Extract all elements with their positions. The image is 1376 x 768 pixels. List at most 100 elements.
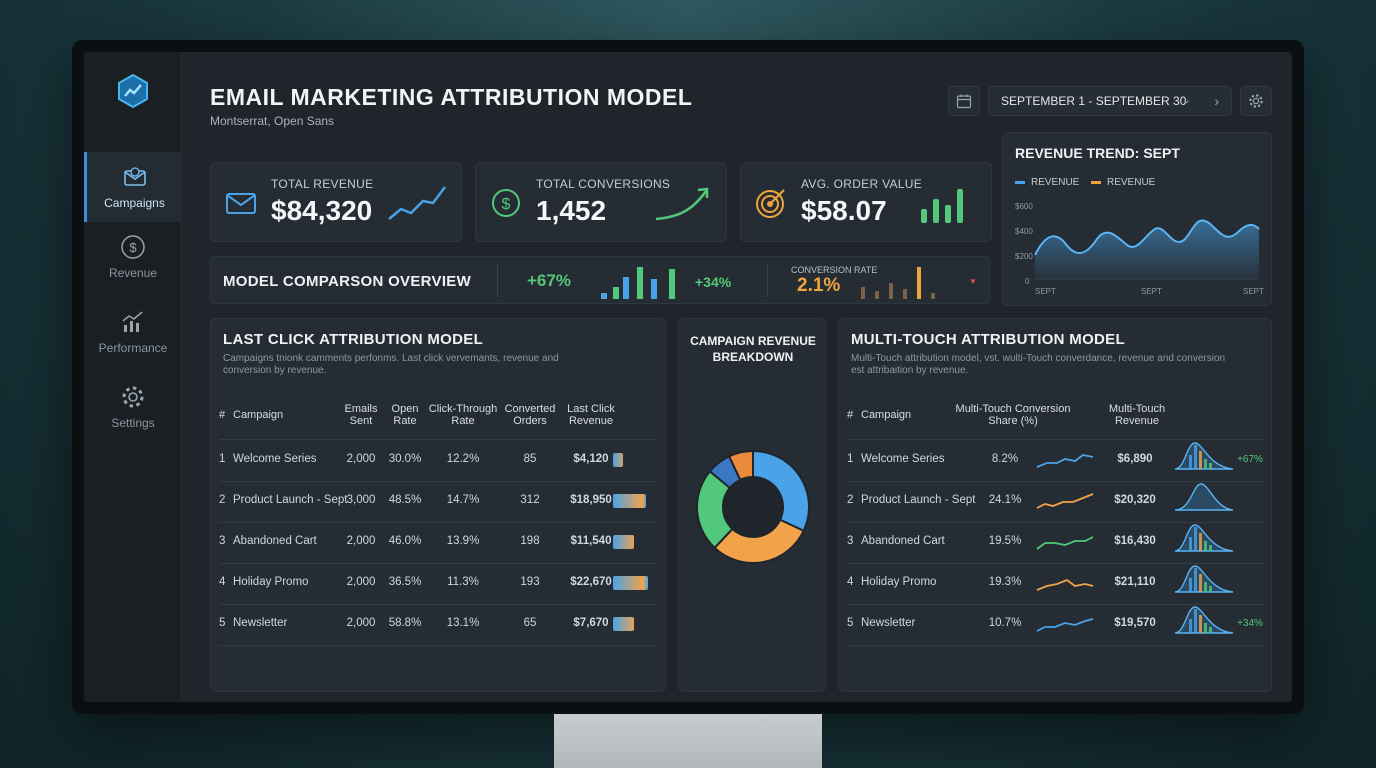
sidebar-item-campaigns[interactable]: Campaigns [84, 152, 182, 222]
bar-sparkline [921, 189, 963, 223]
x-tick: SEPT [1243, 287, 1264, 296]
table-cell-ctr: 13.9% [446, 535, 480, 547]
section-description: Multi-Touch attribution model, vst. wult… [851, 353, 1226, 376]
column-header[interactable]: Converted Orders [504, 403, 556, 427]
share-sparkline [1036, 578, 1094, 591]
table-cell-sent: 2,000 [346, 617, 376, 629]
kpi-value: 1,452 [536, 195, 607, 226]
table-cell-revenue: $6,890 [1117, 453, 1153, 465]
column-header[interactable]: # [847, 409, 854, 421]
column-header[interactable]: Multi-Touch Revenue [1108, 403, 1166, 427]
kpi-label: AVG. ORDER VALUE [801, 177, 923, 191]
divider [847, 522, 1263, 523]
table-cell-revenue: $11,540 [570, 535, 612, 547]
envelope-icon [123, 167, 146, 186]
table-cell-n: 3 [219, 535, 226, 547]
table-cell-revenue: $22,670 [570, 576, 612, 588]
table-cell-share: 8.2% [991, 453, 1019, 465]
column-header[interactable]: Click-Through Rate [428, 403, 498, 427]
table-cell-orders: 85 [523, 453, 537, 465]
page-title: EMAIL MARKETING ATTRIBUTION MODEL [210, 84, 693, 110]
monitor-frame: Campaigns $ Revenue Performance [72, 40, 1304, 714]
sidebar-item-label: Performance [98, 341, 168, 355]
trend-line [1034, 219, 1260, 256]
x-tick: SEPT [1141, 287, 1162, 296]
table-cell-campaign: Newsletter [861, 617, 916, 629]
revenue-heat-bar [613, 535, 634, 549]
table-cell-share: 19.3% [988, 576, 1022, 588]
column-header[interactable]: # [219, 409, 226, 421]
section-title: REVENUE TREND: SEPT [1015, 145, 1180, 161]
table-cell-campaign: Product Launch - Sept [233, 494, 348, 506]
trend-up-sparkline [388, 186, 446, 220]
revenue-donut-chart [696, 449, 810, 564]
calendar-button[interactable] [948, 86, 980, 116]
table-cell-ctr: 14.7% [446, 494, 480, 506]
distribution-curve [1174, 606, 1234, 634]
gear-icon [122, 386, 144, 408]
table-cell-revenue: $21,110 [1114, 576, 1156, 588]
chevron-down-icon: ⌄ [1182, 95, 1191, 106]
trend-up-arrow-icon [655, 187, 709, 221]
conversion-bar-chart [861, 267, 935, 299]
down-triangle-icon: ▼ [969, 277, 977, 286]
table-cell-open: 46.0% [388, 535, 422, 547]
table-cell-campaign: Holiday Promo [861, 576, 937, 588]
divider [219, 645, 655, 646]
column-header[interactable]: Campaign [233, 409, 284, 421]
sidebar-item-performance[interactable]: Performance [84, 297, 182, 367]
table-cell-revenue: $18,950 [570, 494, 612, 506]
column-header[interactable]: Campaign [861, 409, 912, 421]
conversion-rate-value: 2.1% [797, 275, 841, 296]
column-header[interactable]: Multi-Touch Conversion Share (%) [955, 403, 1071, 427]
sidebar-item-revenue[interactable]: $ Revenue [84, 222, 182, 292]
table-cell-revenue: $4,120 [573, 453, 609, 465]
y-tick: $200 [1015, 252, 1033, 261]
dollar-circle-icon: $ [492, 189, 520, 217]
kpi-total-conversions: $ TOTAL CONVERSIONS 1,452 [475, 162, 727, 242]
divider [219, 481, 655, 482]
table-cell-open: 58.8% [388, 617, 422, 629]
table-cell-share: 24.1% [988, 494, 1022, 506]
dollar-icon: $ [121, 235, 145, 259]
y-tick: $400 [1015, 227, 1033, 236]
settings-button[interactable] [1240, 86, 1272, 116]
revenue-trend-chart: $600 $400 $200 0 SEPT SEPT SEPT [1015, 202, 1264, 296]
kpi-total-revenue: TOTAL REVENUE $84,320 [210, 162, 462, 242]
section-description: Campaigns tnionk camments perfonms. Last… [223, 353, 559, 376]
page-subtitle: Montserrat, Open Sans [210, 114, 335, 128]
date-range-select[interactable]: SEPTEMBER 1 - SEPTEMBER 30 ⌄ › [988, 86, 1232, 116]
column-header[interactable]: Open Rate [391, 403, 419, 427]
column-header[interactable]: Last Click Revenue [567, 403, 615, 427]
calendar-icon [956, 94, 972, 109]
share-sparkline [1036, 536, 1094, 550]
table-cell-sent: 2,000 [346, 576, 376, 588]
conversion-rate-label: CONVERSION RATE [791, 265, 878, 275]
sidebar-item-label: Settings [111, 416, 155, 430]
divider [847, 481, 1263, 482]
table-cell-share: 19.5% [988, 535, 1022, 547]
table-cell-orders: 312 [520, 494, 540, 506]
revenue-heat-bar [613, 494, 646, 508]
svg-text:$: $ [129, 240, 137, 255]
table-cell-orders: 193 [520, 576, 540, 588]
revenue-trend-card: REVENUE TREND: SEPT REVENUE REVENUE $600… [1002, 132, 1272, 306]
last-click-table-card: LAST CLICK ATTRIBUTION MODEL Campaigns t… [210, 318, 666, 692]
legend-item: REVENUE [1015, 177, 1079, 188]
revenue-heat-bar [613, 453, 623, 467]
table-cell-campaign: Holiday Promo [233, 576, 309, 588]
date-range-label: SEPTEMBER 1 - SEPTEMBER 30 [1001, 94, 1187, 108]
table-cell-open: 30.0% [388, 453, 422, 465]
share-sparkline [1036, 454, 1094, 468]
divider [847, 604, 1263, 605]
y-tick: 0 [1025, 277, 1030, 286]
table-cell-n: 5 [219, 617, 226, 629]
sidebar-item-settings[interactable]: Settings [84, 372, 182, 442]
legend-item: REVENUE [1091, 177, 1155, 188]
share-sparkline [1036, 493, 1094, 509]
chevron-right-icon[interactable]: › [1214, 93, 1219, 109]
table-cell-n: 1 [219, 453, 226, 465]
column-header[interactable]: Emails Sent [344, 403, 378, 427]
table-cell-campaign: Newsletter [233, 617, 288, 629]
divider [767, 265, 768, 297]
